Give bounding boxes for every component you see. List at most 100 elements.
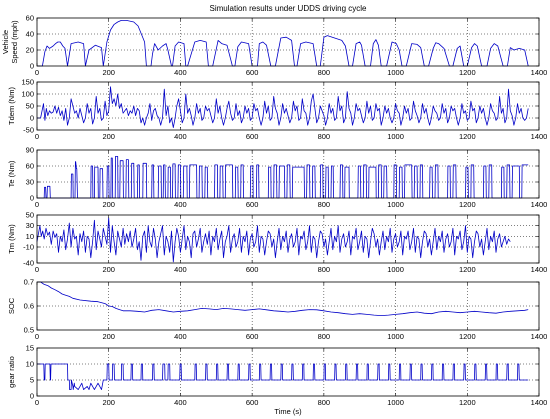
- y-tick-label: -50: [23, 126, 34, 135]
- y-axis-label: Tm (Nm): [7, 224, 16, 254]
- y-tick-label: 40: [26, 30, 34, 39]
- y-tick-label: -40: [23, 259, 34, 268]
- y-tick-label: 0.5: [24, 326, 34, 335]
- figure-title: Simulation results under UDDS driving cy…: [210, 4, 368, 13]
- y-tick-label: 0: [30, 392, 34, 401]
- y-tick-label: 60: [26, 162, 34, 171]
- x-tick-label: 200: [102, 265, 115, 274]
- y-tick-label: 100: [21, 90, 34, 99]
- x-tick-label: 600: [246, 265, 259, 274]
- x-tick-label: 1400: [531, 332, 548, 341]
- y-tick-label: 0.6: [24, 302, 34, 311]
- x-tick-label: 600: [246, 132, 259, 141]
- x-tick-label: 400: [174, 332, 187, 341]
- y-tick-label: 0: [30, 62, 34, 71]
- x-tick-label: 600: [246, 200, 259, 209]
- y-tick-label: 30: [26, 178, 34, 187]
- x-tick-label: 800: [318, 200, 331, 209]
- plot-area: [37, 18, 539, 66]
- axes-frame: [36, 214, 540, 264]
- x-tick-label: 1400: [531, 200, 548, 209]
- x-tick-label: 1000: [387, 332, 404, 341]
- x-tick-label: 400: [174, 132, 187, 141]
- x-tick-label: 600: [246, 398, 259, 407]
- x-tick-label: 1200: [459, 132, 476, 141]
- y-axis-label: Te (Nm): [7, 160, 16, 187]
- y-tick-label: 15: [26, 344, 34, 353]
- y-tick-label: 0: [30, 114, 34, 123]
- series-line-1: [37, 86, 529, 128]
- y-axis-label: Vehicle: [1, 30, 10, 54]
- y-axis-label: Tdem (Nm): [7, 87, 16, 125]
- x-tick-label: 200: [102, 68, 115, 77]
- x-tick-label: 600: [246, 332, 259, 341]
- panel-6: 0 200 400 600 800 1000 1200 1400 0 5 10 15 gear rati…: [7, 344, 547, 408]
- y-tick-label: 150: [21, 78, 34, 87]
- plot-area: [37, 215, 539, 263]
- panel-3: 0 200 400 600 800 1000 1200 1400 0 30 60 90 Te (Nm): [7, 146, 547, 210]
- x-tick-label: 400: [174, 265, 187, 274]
- panel-1: 0 200 400 600 800 1000 1200 1400 0 20 40 60 Vehicle S…: [1, 14, 547, 78]
- x-tick-label: 200: [102, 398, 115, 407]
- x-tick-label: 1400: [531, 68, 548, 77]
- y-tick-label: 10: [26, 232, 34, 241]
- panel-5: 0 200 400 600 800 1000 1200 1400 0.5 0.6 0.7 SOC: [7, 278, 547, 342]
- x-tick-label: 0: [35, 265, 39, 274]
- x-tick-label: 200: [102, 332, 115, 341]
- x-tick-label: 1000: [387, 68, 404, 77]
- y-tick-label: 0.7: [24, 278, 34, 287]
- x-tick-label: 1400: [531, 132, 548, 141]
- plot-area: [37, 282, 539, 330]
- series-line-1: [37, 363, 529, 390]
- x-tick-label: 400: [174, 200, 187, 209]
- x-tick-label: 1200: [459, 398, 476, 407]
- x-tick-label: 600: [246, 68, 259, 77]
- x-tick-label: 1400: [531, 398, 548, 407]
- plot-area: [37, 150, 539, 198]
- x-tick-label: 400: [174, 398, 187, 407]
- x-tick-label: 1000: [387, 265, 404, 274]
- panel-2: 0 200 400 600 800 1000 1200 1400-50050100150Tde…: [7, 78, 547, 142]
- y-tick-label: 20: [26, 46, 34, 55]
- plot-area: [37, 348, 539, 396]
- x-tick-label: 200: [102, 200, 115, 209]
- y-tick-label: 30: [26, 221, 34, 230]
- y-tick-label: 90: [26, 146, 34, 155]
- x-tick-label: 0: [35, 398, 39, 407]
- x-tick-label: 1000: [387, 132, 404, 141]
- x-tick-label: 1200: [459, 68, 476, 77]
- y-tick-label: 0: [30, 194, 34, 203]
- x-tick-label: 0: [35, 200, 39, 209]
- y-axis-label: gear ratio: [7, 356, 16, 388]
- x-tick-label: 800: [318, 398, 331, 407]
- x-tick-label: 0: [35, 68, 39, 77]
- y-axis-label: SOC: [7, 297, 16, 314]
- x-tick-label: 200: [102, 132, 115, 141]
- x-tick-label: 800: [318, 265, 331, 274]
- series-line-1: [37, 281, 529, 316]
- x-tick-label: 800: [318, 332, 331, 341]
- series-line-1: [36, 217, 511, 263]
- x-tick-label: 1200: [459, 332, 476, 341]
- y-tick-label: -10: [23, 243, 34, 252]
- x-tick-label: 0: [35, 332, 39, 341]
- x-tick-label: 1000: [387, 398, 404, 407]
- y-tick-label: 50: [26, 102, 34, 111]
- axes-frame: [36, 347, 540, 397]
- x-tick-label: 1200: [459, 200, 476, 209]
- x-tick-label: 800: [318, 132, 331, 141]
- y-axis-label: Speed (mph): [10, 20, 19, 64]
- x-tick-label: 0: [35, 132, 39, 141]
- x-tick-label: 400: [174, 68, 187, 77]
- x-tick-label: 1000: [387, 200, 404, 209]
- y-tick-label: 50: [26, 211, 34, 220]
- y-tick-label: 60: [26, 14, 34, 23]
- y-tick-label: 5: [30, 376, 34, 385]
- x-tick-label: 1200: [459, 265, 476, 274]
- x-axis-label: Time (s): [274, 407, 302, 416]
- axes-frame: [36, 17, 540, 67]
- x-tick-label: 800: [318, 68, 331, 77]
